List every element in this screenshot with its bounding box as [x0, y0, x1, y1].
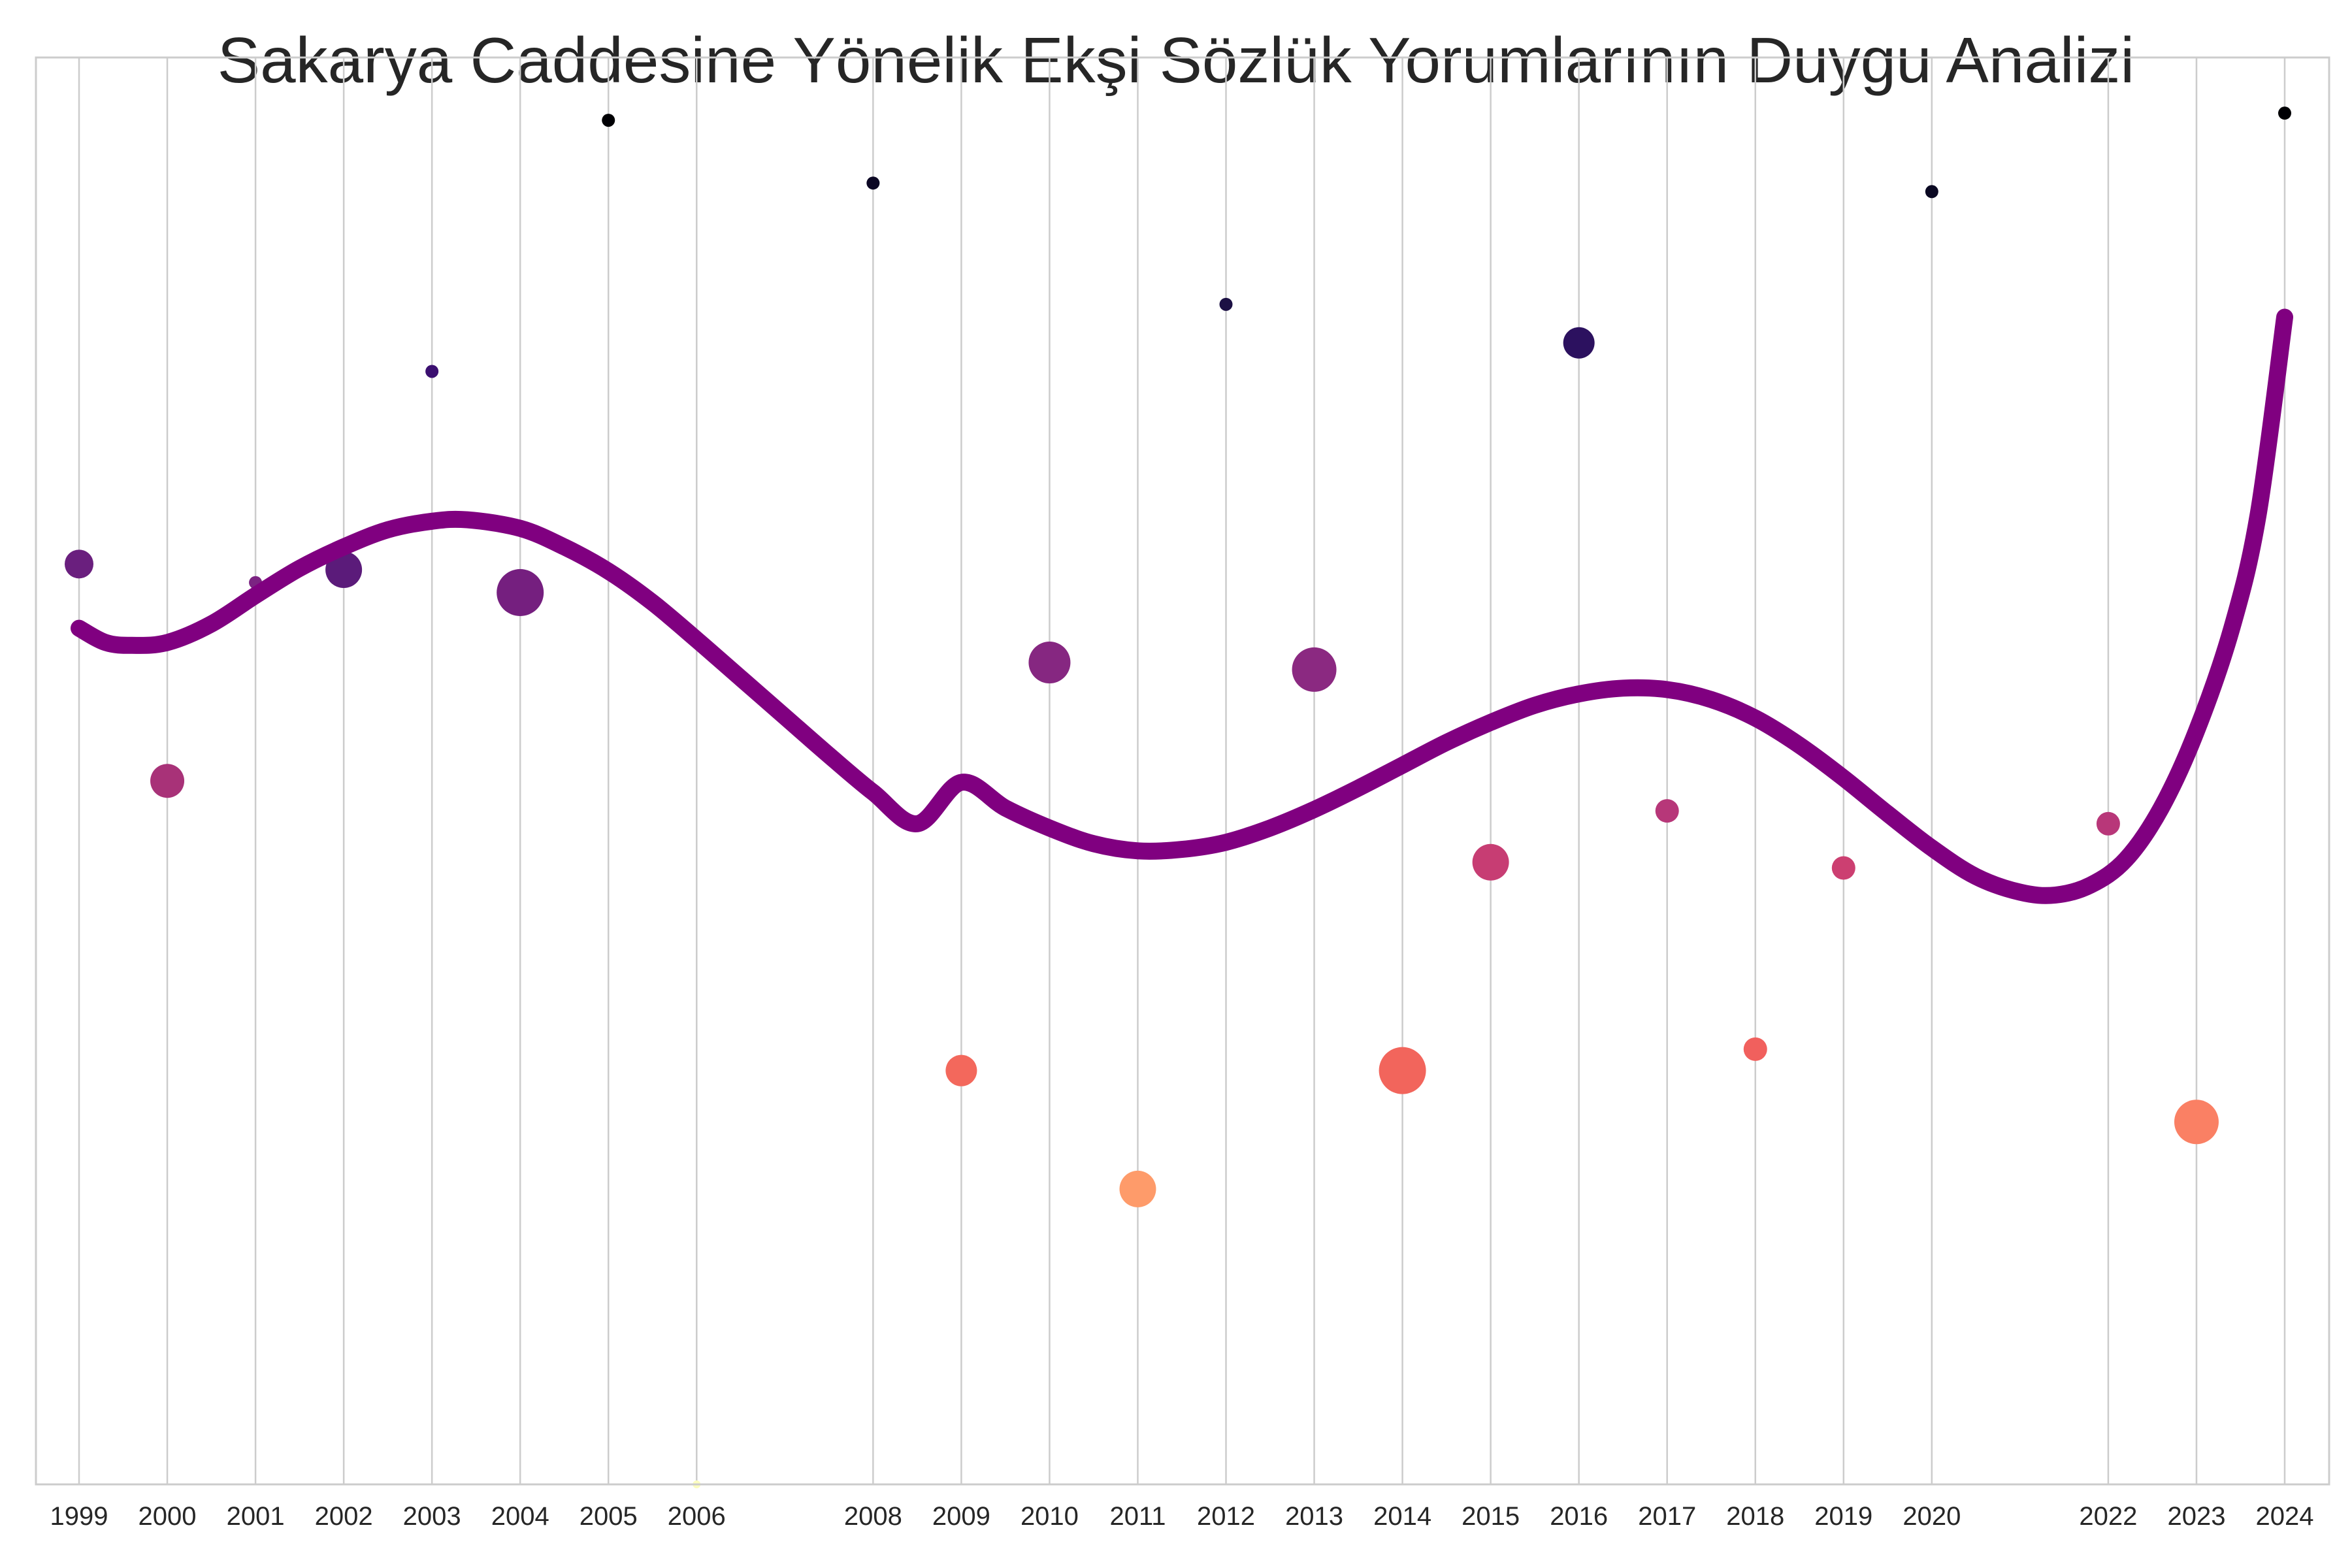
data-point — [425, 365, 439, 378]
x-tick-label: 1999 — [50, 1502, 108, 1531]
data-point — [945, 1054, 977, 1086]
data-point — [1743, 1037, 1767, 1061]
x-axis-ticks: 1999 2000 2001 2002 2003 2004 2005 2006 2008 2009… — [50, 1502, 2314, 1531]
x-tick-label: 2004 — [491, 1502, 549, 1531]
x-tick-label: 2014 — [1373, 1502, 1431, 1531]
x-tick-label: 2016 — [1550, 1502, 1608, 1531]
x-tick-label: 2024 — [2256, 1502, 2314, 1531]
x-tick-label: 2018 — [1726, 1502, 1784, 1531]
trend-line-group — [71, 308, 2293, 904]
x-tick-label: 2009 — [932, 1502, 990, 1531]
data-point — [2096, 811, 2120, 836]
data-point — [150, 764, 185, 798]
x-tick-label: 2020 — [1903, 1502, 1961, 1531]
x-tick-label: 2001 — [227, 1502, 285, 1531]
x-tick-label: 2019 — [1814, 1502, 1872, 1531]
data-point — [1563, 327, 1595, 359]
scatter-points — [65, 106, 2291, 1488]
x-tick-label: 2000 — [139, 1502, 197, 1531]
x-tick-label: 2011 — [1109, 1502, 1166, 1531]
data-point — [497, 569, 544, 616]
x-tick-label: 2022 — [2079, 1502, 2137, 1531]
chart-title: Sakarya Caddesine Yönelik Ekşi Sözlük Yo… — [217, 24, 2135, 96]
data-point — [1219, 297, 1233, 311]
x-tick-label: 2015 — [1462, 1502, 1520, 1531]
x-tick-label: 2017 — [1638, 1502, 1696, 1531]
data-point — [1028, 642, 1071, 684]
x-tick-label: 2023 — [2167, 1502, 2225, 1531]
x-tick-label: 2003 — [403, 1502, 461, 1531]
data-point — [1292, 647, 1337, 692]
data-point — [1379, 1047, 1426, 1094]
x-tick-label: 2005 — [580, 1502, 638, 1531]
data-point — [2174, 1100, 2219, 1145]
data-point — [1119, 1170, 1156, 1207]
data-point — [325, 551, 363, 589]
data-point — [2278, 106, 2291, 120]
x-tick-label: 2012 — [1197, 1502, 1255, 1531]
data-point — [1831, 856, 1855, 880]
data-point — [1655, 799, 1679, 823]
trend-line — [71, 308, 2293, 904]
data-point — [1925, 185, 1938, 199]
data-point — [602, 114, 615, 127]
data-point — [65, 549, 93, 579]
grid-lines — [78, 57, 2286, 1484]
data-point — [1472, 843, 1509, 881]
data-point — [866, 176, 880, 190]
x-tick-label: 2002 — [315, 1502, 373, 1531]
plot-frame — [35, 56, 2330, 1486]
x-tick-label: 2010 — [1021, 1502, 1079, 1531]
plot-border — [35, 56, 2330, 1486]
x-tick-label: 2006 — [668, 1502, 726, 1531]
x-tick-label: 2013 — [1285, 1502, 1343, 1531]
x-tick-label: 2008 — [844, 1502, 902, 1531]
